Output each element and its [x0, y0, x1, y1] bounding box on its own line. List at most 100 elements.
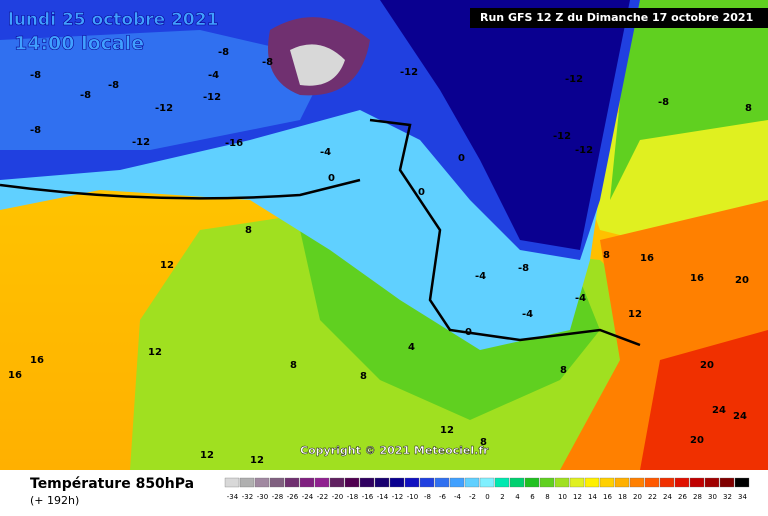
scale-label: -34	[227, 493, 239, 501]
scale-cell	[419, 477, 435, 488]
map-label: 16	[30, 355, 44, 366]
scale-label: -2	[469, 493, 476, 501]
scale-label: 34	[738, 493, 747, 501]
scale-cell	[299, 477, 315, 488]
scale-cell	[569, 477, 585, 488]
map-label: -8	[80, 90, 91, 101]
scale-cell	[584, 477, 600, 488]
scale-cell	[389, 477, 405, 488]
scale-cell	[224, 477, 240, 488]
map-label: 12	[628, 309, 642, 320]
map-label: 8	[245, 225, 252, 236]
scale-cell	[689, 477, 705, 488]
map-label: 20	[700, 360, 714, 371]
map-label: -8	[30, 70, 41, 81]
scale-cell	[239, 477, 255, 488]
map-label: -12	[203, 92, 221, 103]
scale-cell	[719, 477, 735, 488]
scale-cell	[404, 477, 420, 488]
scale-label: -6	[439, 493, 447, 501]
scale-cell	[254, 477, 270, 488]
map-label: 12	[250, 455, 264, 466]
scale-cell	[659, 477, 675, 488]
scale-label: 30	[708, 493, 717, 501]
map-label: -12	[400, 67, 418, 78]
map-label: 24	[712, 405, 726, 416]
run-box	[470, 8, 768, 28]
scale-cell	[509, 477, 525, 488]
map-label: -12	[155, 103, 173, 114]
scale-cell	[359, 477, 375, 488]
map-label: 12	[148, 347, 162, 358]
scale-label: 20	[633, 493, 642, 501]
scale-label: 22	[648, 493, 657, 501]
scale-label: 2	[500, 493, 504, 501]
legend-subtitle: (+ 192h)	[30, 494, 79, 507]
legend-title: Température 850hPa	[30, 476, 194, 492]
map-label: -8	[30, 125, 41, 136]
map-label: 0	[418, 187, 425, 198]
scale-label: -30	[257, 493, 268, 501]
scale-label: -32	[242, 493, 253, 501]
scale-cell	[479, 477, 495, 488]
map-label: 8	[480, 437, 487, 448]
scale-cell	[434, 477, 450, 488]
map-label: -4	[475, 271, 486, 282]
run-info: Run GFS 12 Z du Dimanche 17 octobre 2021	[480, 11, 753, 24]
map-label: 8	[360, 371, 367, 382]
scale-label: 14	[588, 493, 597, 501]
map-background	[0, 0, 768, 470]
scale-label: -12	[392, 493, 403, 501]
map-label: -12	[565, 74, 583, 85]
scale-cell	[644, 477, 660, 488]
scale-cell	[704, 477, 720, 488]
map-label: -8	[658, 97, 669, 108]
scale-label: -16	[362, 493, 374, 501]
scale-cell	[494, 477, 510, 488]
map-label: 12	[160, 260, 174, 271]
map-label: -8	[518, 263, 529, 274]
map-label: -12	[132, 137, 150, 148]
map-label: 20	[735, 275, 749, 286]
scale-cell	[269, 477, 285, 488]
scale-label: -8	[424, 493, 431, 501]
scale-label: 18	[618, 493, 627, 501]
scale-cell	[539, 477, 555, 488]
map-label: 8	[290, 360, 297, 371]
map-label: 16	[640, 253, 654, 264]
scale-label: 24	[663, 493, 672, 501]
scale-cell	[554, 477, 570, 488]
map-label: 4	[408, 342, 415, 353]
map-label: -4	[320, 147, 331, 158]
map-label: -12	[575, 145, 593, 156]
scale-label: -26	[287, 493, 299, 501]
scale-cell	[449, 477, 465, 488]
map-label: 8	[603, 250, 610, 261]
scale-cell	[374, 477, 390, 488]
time-title: 14:00 locale	[14, 33, 144, 55]
scale-label: -10	[407, 493, 418, 501]
scale-label: 32	[723, 493, 732, 501]
map-label: 0	[465, 327, 472, 338]
map-label: -4	[208, 70, 219, 81]
date-title: lundi 25 octobre 2021	[8, 10, 218, 30]
scale-cell	[464, 477, 480, 488]
scale-label: -18	[347, 493, 358, 501]
scale-label: 4	[515, 493, 520, 501]
map-label: 16	[690, 273, 704, 284]
scale-label: 0	[485, 493, 489, 501]
map-label: -8	[262, 57, 273, 68]
map-label: 0	[458, 153, 465, 164]
map-label: -8	[218, 47, 229, 58]
scale-label: 28	[693, 493, 702, 501]
map-label: -4	[522, 309, 533, 320]
scale-cell	[314, 477, 330, 488]
map-label: 8	[560, 365, 567, 376]
copyright: Copyright © 2021 Meteociel.fr	[300, 444, 489, 457]
legend-panel	[0, 470, 768, 512]
scale-cell	[524, 477, 540, 488]
scale-label: -14	[377, 493, 389, 501]
scale-label: -20	[332, 493, 343, 501]
scale-cell	[674, 477, 690, 488]
